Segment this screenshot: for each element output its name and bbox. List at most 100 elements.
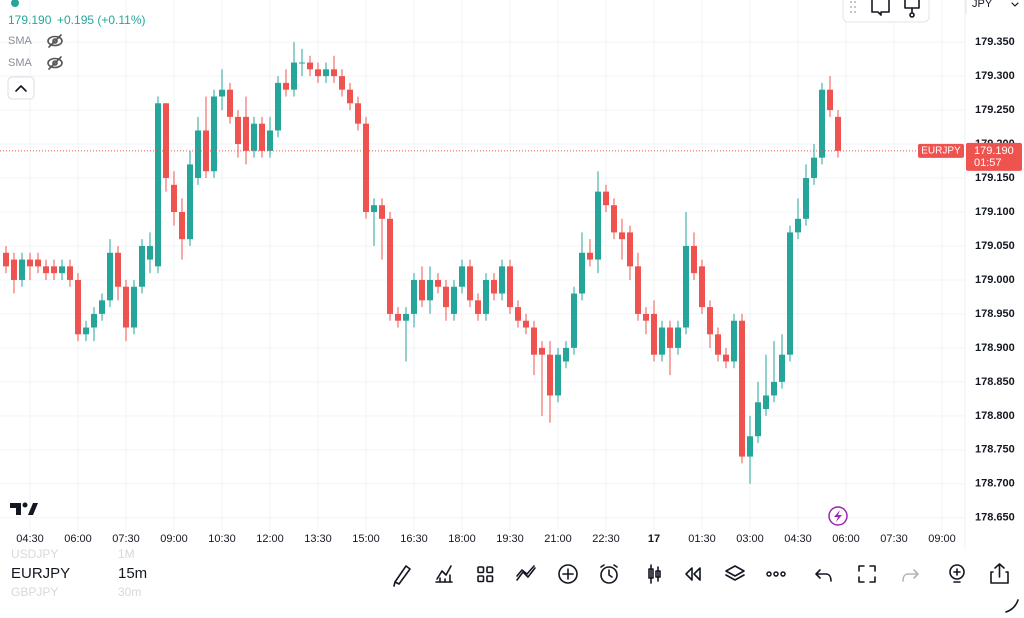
alarm-icon[interactable] [600, 564, 618, 584]
price-tag [966, 142, 1022, 171]
currency-dropdown[interactable]: JPY [965, 0, 1019, 14]
candle-body [267, 130, 273, 151]
candle-body [339, 76, 345, 90]
candle-body [123, 286, 129, 328]
symbol-tag [918, 143, 964, 158]
indicator-label: SMA [8, 35, 33, 47]
candle-body [115, 252, 121, 287]
candle-body [227, 89, 233, 117]
candle-body [643, 313, 649, 321]
candle-body [483, 279, 489, 314]
symbol-interval: 30m [118, 585, 141, 599]
compare-icon[interactable] [516, 565, 536, 581]
x-tick-label: 09:00 [928, 533, 956, 545]
x-tick-label: 17 [648, 533, 660, 545]
y-tick-label: 178.750 [975, 444, 1015, 456]
currency-label: JPY [972, 0, 993, 10]
candle-body [755, 402, 761, 437]
candle-body [771, 381, 777, 396]
collapse-button[interactable] [7, 76, 35, 100]
events-button[interactable] [828, 506, 848, 526]
candle-body [507, 266, 513, 308]
x-tick-label: 04:30 [16, 533, 44, 545]
candle-body [19, 259, 25, 280]
candle-body [59, 266, 65, 274]
more-icon[interactable] [766, 571, 786, 577]
alert-icon[interactable] [904, 0, 920, 18]
candle-body [683, 245, 689, 328]
replay-icon[interactable] [685, 567, 701, 581]
candle-body [251, 123, 257, 151]
candle-body [43, 266, 49, 274]
fullscreen-icon[interactable] [858, 565, 876, 583]
layers-icon[interactable] [725, 565, 745, 581]
redo-icon[interactable] [902, 569, 919, 582]
candle-body [467, 266, 473, 301]
candle-body [699, 266, 705, 308]
candle-body [531, 327, 537, 355]
candle-body [211, 96, 217, 172]
indicators-icon[interactable] [435, 565, 453, 583]
candle-body [803, 178, 809, 219]
candle-body [443, 286, 449, 308]
x-tick-label: 22:30 [592, 533, 620, 545]
candle-body [451, 286, 457, 314]
candle-body [147, 245, 153, 260]
axes: 179.350179.300179.250179.200179.150179.1… [0, 0, 1022, 550]
comment-icon[interactable] [871, 0, 890, 16]
candle-body [739, 320, 745, 457]
candle-body [435, 279, 441, 287]
candle-body [611, 205, 617, 233]
countdown-label: 01:57 [974, 157, 1002, 169]
candle-body [107, 252, 113, 301]
candle-body [587, 252, 593, 260]
draw-icon[interactable] [393, 565, 411, 587]
y-tick-label: 178.700 [975, 478, 1015, 490]
hide-icon[interactable] [47, 56, 63, 70]
ideas-icon[interactable] [949, 564, 965, 583]
header-change: +0.195 (+0.11%) [57, 13, 146, 27]
candle-body [195, 130, 201, 179]
add-icon[interactable] [558, 564, 578, 584]
candle-body [171, 184, 177, 212]
candle-body [651, 313, 657, 355]
candle-body [675, 327, 681, 348]
candle-body [539, 347, 545, 355]
y-tick-label: 178.900 [975, 342, 1015, 354]
resize-handle[interactable] [1005, 599, 1019, 613]
candle-body [155, 103, 161, 267]
candle-body [179, 212, 185, 240]
candle-body [187, 164, 193, 240]
candle-body [603, 191, 609, 206]
candle-body [283, 82, 289, 90]
chart-type-icon[interactable] [648, 564, 661, 584]
symbol-list[interactable]: USDJPY 1M EURJPY 15m GBPJPY 30m [11, 547, 147, 599]
candle-body [411, 279, 417, 314]
layout-icon[interactable] [477, 566, 494, 583]
candle-body [579, 252, 585, 294]
candles [3, 42, 841, 484]
candle-body [243, 116, 249, 151]
candle-body [595, 191, 601, 260]
candle-body [571, 293, 577, 348]
candle-body [67, 266, 73, 280]
undo-icon[interactable] [815, 569, 832, 582]
candle-body [419, 279, 425, 301]
share-icon[interactable] [990, 563, 1009, 584]
candle-body [667, 327, 673, 348]
candle-body [523, 320, 529, 328]
hide-icon[interactable] [47, 34, 63, 48]
y-tick-label: 178.850 [975, 376, 1015, 388]
candle-body [235, 116, 241, 145]
candle-body [635, 266, 641, 314]
y-tick-label: 179.350 [975, 36, 1015, 48]
candle-body [811, 157, 817, 179]
y-tick-label: 178.800 [975, 410, 1015, 422]
x-tick-label: 13:30 [304, 533, 332, 545]
candle-body [315, 69, 321, 77]
candle-body [619, 232, 625, 240]
candle-body [379, 205, 385, 219]
x-tick-label: 03:00 [736, 533, 764, 545]
candle-body [75, 279, 81, 335]
candle-body [827, 89, 833, 111]
